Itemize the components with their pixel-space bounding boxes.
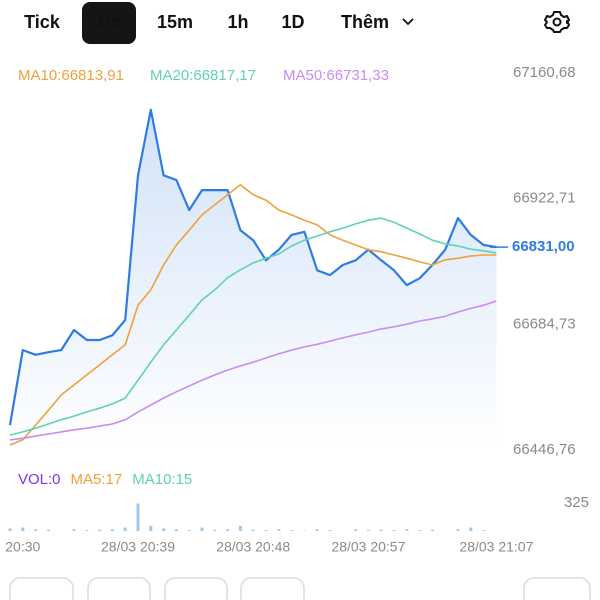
ma-line — [9, 184, 497, 446]
volume-bar — [392, 530, 396, 531]
volume-bar — [162, 528, 166, 531]
volume-bar — [366, 530, 370, 531]
x-tick-label: 28/03 20:39 — [101, 539, 175, 555]
volume-bar — [405, 529, 409, 531]
volume-bar — [469, 527, 473, 531]
volume-legend-entry: VOL:0 — [18, 471, 61, 488]
legend-entry: MA10:66813,91 — [18, 67, 124, 84]
x-tick-label: 28/03 21:07 — [459, 539, 533, 555]
price-area — [10, 109, 497, 451]
x-tick-label: 28/03 20:57 — [331, 539, 405, 555]
tab[interactable]: 1m — [96, 12, 122, 32]
volume-bar — [187, 530, 191, 531]
volume-bar — [136, 503, 140, 531]
volume-bar — [174, 529, 178, 531]
volume-bar — [200, 527, 204, 531]
ma-line — [9, 300, 497, 441]
toolbar-button[interactable] — [87, 577, 151, 600]
volume-bar — [456, 529, 460, 531]
volume-bar — [430, 529, 434, 531]
x-tick-label: 28/03 20:48 — [216, 539, 290, 555]
tab[interactable]: 15m — [157, 12, 193, 32]
volume-legend-entry: MA5:17 — [71, 471, 123, 488]
dropdown-chevron — [402, 18, 414, 26]
y-tick-label: 67160,68 — [513, 64, 576, 81]
volume-bar — [482, 530, 486, 531]
volume-bar — [34, 529, 38, 531]
volume-bar — [418, 530, 422, 531]
volume-bar — [264, 530, 268, 531]
volume-bar — [379, 529, 383, 531]
bottom-toolbar — [9, 577, 591, 600]
last-price-label: 66831,00 — [512, 238, 575, 255]
toolbar-button[interactable] — [523, 577, 591, 600]
volume-legend-entry: MA10:15 — [132, 471, 192, 488]
price-line — [8, 108, 497, 426]
x-tick-label: 20:30 — [5, 539, 40, 555]
volume-bar — [21, 527, 25, 531]
volume-bar — [110, 529, 114, 531]
y-tick-label: 66922,71 — [513, 190, 576, 207]
volume-bar — [72, 529, 76, 531]
volume-bar — [251, 529, 255, 531]
toolbar-button[interactable] — [164, 577, 228, 600]
volume-bar — [85, 530, 89, 531]
volume-bar — [8, 528, 12, 531]
tab[interactable]: Tick — [24, 12, 61, 32]
toolbar-button[interactable] — [9, 577, 74, 600]
volume-bar — [149, 525, 153, 531]
tab[interactable]: 1h — [227, 12, 248, 32]
toolbar-button[interactable] — [240, 577, 305, 600]
y-tick-label: 66684,73 — [513, 315, 576, 332]
tab[interactable]: 1D — [281, 12, 304, 32]
volume-bar — [98, 529, 102, 531]
legend-entry: MA20:66817,17 — [150, 67, 256, 84]
volume-bar — [226, 529, 230, 531]
tab[interactable]: Thêm — [341, 12, 389, 32]
volume-bar — [238, 525, 242, 531]
ma-line — [9, 217, 497, 436]
volume-bar — [123, 527, 127, 531]
volume-bar — [328, 530, 332, 531]
active-tab-bg — [82, 2, 136, 44]
volume-tick-label: 325 — [564, 494, 589, 511]
volume-bar — [315, 529, 319, 531]
volume-bar — [354, 529, 358, 531]
volume-bar — [277, 529, 281, 531]
legend-entry: MA50:66731,33 — [283, 67, 389, 84]
y-tick-label: 66446,76 — [513, 441, 576, 458]
volume-bar — [46, 529, 50, 531]
volume-bar — [213, 529, 217, 531]
volume-bar — [290, 530, 294, 531]
settings-icon[interactable] — [544, 11, 570, 33]
